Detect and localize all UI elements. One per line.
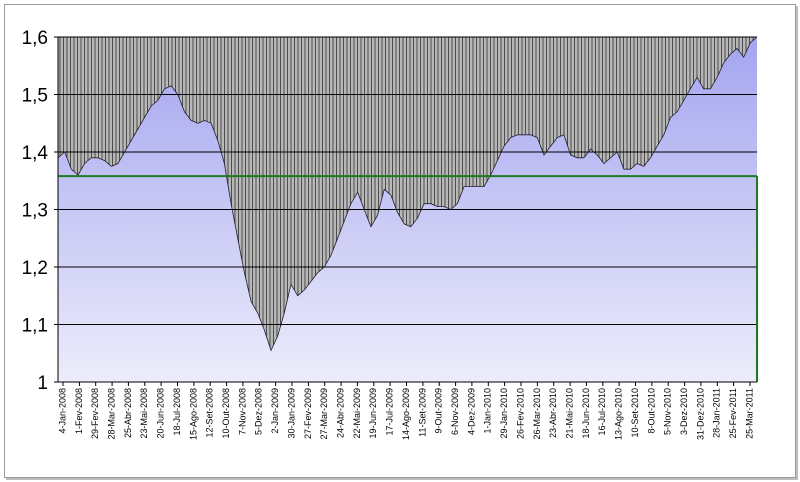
x-tick-label: 31-Dez-2010 bbox=[695, 388, 705, 440]
x-tick-label: 5-Dez-2008 bbox=[254, 388, 264, 435]
x-tick-label: 5-Nov-2010 bbox=[663, 388, 673, 435]
y-tick-label: 1 bbox=[37, 373, 48, 394]
x-tick-label: 27-Mar-2009 bbox=[319, 388, 329, 440]
x-tick-label: 17-Jul-2009 bbox=[384, 388, 394, 436]
x-tick-label: 4-Jan-2008 bbox=[57, 388, 67, 434]
x-tick-label: 1-Jan-2010 bbox=[483, 388, 493, 434]
x-tick-label: 28-Jan-2011 bbox=[712, 388, 722, 438]
y-tick-label: 1,2 bbox=[22, 258, 48, 279]
x-tick-label: 13-Ago-2010 bbox=[613, 388, 623, 440]
x-tick-label: 6-Nov-2009 bbox=[450, 388, 460, 435]
x-tick-label: 1-Fev-2008 bbox=[74, 388, 84, 434]
x-tick-label: 9-Out-2009 bbox=[434, 388, 444, 434]
x-tick-label: 10-Set-2010 bbox=[630, 388, 640, 438]
x-tick-label: 3-Dez-2010 bbox=[679, 388, 689, 435]
x-tick-label: 23-Mai-2008 bbox=[139, 388, 149, 439]
x-tick-label: 26-Fev-2010 bbox=[515, 388, 525, 439]
x-tick-label: 30-Jan-2009 bbox=[286, 388, 296, 439]
x-tick-label: 4-Dez-2009 bbox=[466, 388, 476, 435]
y-tick-label: 1,4 bbox=[22, 143, 49, 164]
x-tick-label: 19-Jun-2009 bbox=[368, 388, 378, 439]
x-tick-label: 20-Jun-2008 bbox=[155, 388, 165, 439]
y-tick-label: 1,5 bbox=[22, 86, 48, 107]
y-tick-label: 1,3 bbox=[22, 201, 48, 222]
x-tick-label: 23-Abr-2010 bbox=[548, 388, 558, 438]
x-tick-label: 27-Fev-2009 bbox=[303, 388, 313, 439]
x-tick-label: 29-Jan-2010 bbox=[499, 388, 509, 439]
x-tick-label: 21-Mai-2010 bbox=[564, 388, 574, 439]
x-tick-label: 25-Fev-2011 bbox=[728, 388, 738, 438]
series-line bbox=[57, 36, 758, 352]
y-axis: 1 1,1 1,2 1,3 1,4 1,5 1,6 bbox=[22, 28, 59, 394]
x-tick-label: 29-Fev-2008 bbox=[90, 388, 100, 439]
x-tick-label: 16-Jul-2010 bbox=[597, 388, 607, 436]
x-tick-label: 22-Mai-2009 bbox=[352, 388, 362, 439]
x-tick-label: 24-Abr-2009 bbox=[335, 388, 345, 438]
y-tick-label: 1,6 bbox=[22, 28, 48, 49]
y-tick-label: 1,1 bbox=[22, 316, 48, 337]
x-tick-label: 10-Out-2008 bbox=[221, 388, 231, 439]
x-tick-label: 12-Set-2008 bbox=[205, 388, 215, 438]
x-tick-label: 18-Jun-2010 bbox=[581, 388, 591, 439]
series-area bbox=[58, 37, 757, 382]
x-tick-label: 2-Jan-2009 bbox=[270, 388, 280, 434]
x-tick-label: 25-Mar-2011 bbox=[744, 388, 754, 439]
x-tick-label: 25-Abr-2008 bbox=[123, 388, 133, 438]
x-axis: 4-Jan-2008 1-Fev-2008 29-Fev-2008 28-Mar-20… bbox=[57, 381, 757, 440]
x-tick-label: 7-Nov-2008 bbox=[237, 388, 247, 435]
x-tick-label: 15-Ago-2008 bbox=[188, 388, 198, 440]
x-tick-label: 8-Out-2010 bbox=[646, 388, 656, 434]
x-tick-label: 18-Jul-2008 bbox=[172, 388, 182, 436]
plot-area bbox=[57, 36, 758, 382]
x-tick-label: 26-Mar-2010 bbox=[532, 388, 542, 440]
x-tick-label: 14-Ago-2009 bbox=[401, 388, 411, 440]
x-tick-label: 28-Mar-2008 bbox=[106, 388, 116, 440]
x-tick-label: 11-Set-2009 bbox=[417, 388, 427, 437]
